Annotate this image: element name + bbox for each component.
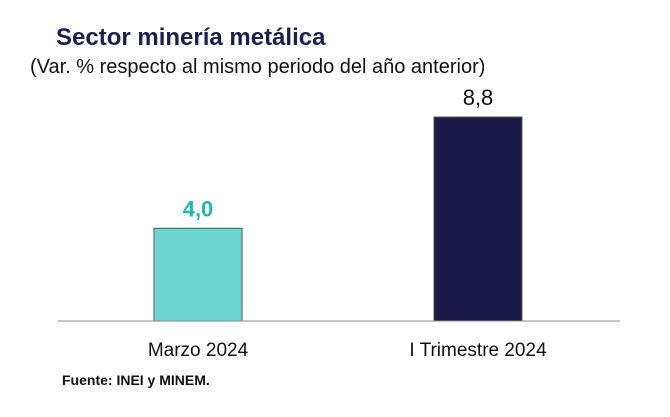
category-label-2: I Trimestre 2024 [409,340,547,361]
data-label-2: 8,8 [463,85,494,110]
category-label-1: Marzo 2024 [148,340,249,361]
chart-subtitle: (Var. % respecto al mismo periodo del añ… [30,56,486,78]
bar-2 [433,116,523,322]
data-label-1: 4,0 [183,196,214,221]
chart-title: Sector minería metálica [56,24,326,51]
source-note: Fuente: INEI y MINEM. [62,372,210,388]
bar-1 [153,227,243,322]
